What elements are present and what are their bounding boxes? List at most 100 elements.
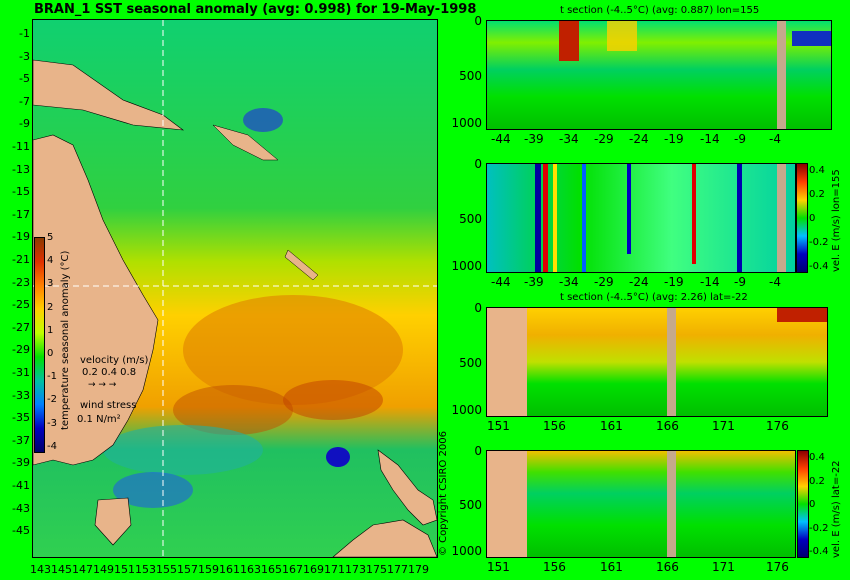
- colorbar-tick: 5: [47, 232, 54, 243]
- section-4-x-tick: 166: [656, 560, 679, 574]
- section-2-x-tick: -9: [734, 275, 746, 289]
- map-x-tick: 173: [345, 563, 366, 576]
- section-1-x-tick: -19: [664, 132, 684, 146]
- section-1-x-tick: -9: [734, 132, 746, 146]
- map-x-tick: 147: [72, 563, 93, 576]
- map-y-tick: -23: [12, 275, 30, 289]
- velocity-colorbar-1-label: vel. E (m/s) lon=155: [831, 169, 842, 272]
- map-x-tick: 175: [366, 563, 387, 576]
- map-x-tick: 151: [114, 563, 135, 576]
- section-3-y-tick: 500: [459, 355, 482, 370]
- section-1-x-tick: -24: [629, 132, 649, 146]
- colorbar-tick: 1: [47, 324, 54, 336]
- map-x-tick: 169: [303, 563, 324, 576]
- section-2-x-tick: -14: [700, 275, 720, 289]
- map-x-tick: 171: [324, 563, 345, 576]
- section-2-colorbar-tick: -0.4: [809, 261, 829, 272]
- map-y-tick: -21: [12, 253, 30, 266]
- section-2-y-tick: 1000: [451, 259, 482, 273]
- section-2-x-tick: -4: [769, 275, 781, 289]
- section-3-x-tick: 151: [487, 419, 510, 433]
- map-y-tick: -41: [12, 479, 30, 492]
- colorbar-tick: -2: [47, 394, 57, 406]
- section-2-x-tick: -24: [629, 275, 649, 289]
- section-2-x-tick: -19: [664, 275, 684, 289]
- map-y-tick: -37: [12, 433, 30, 447]
- section-1-x-tick: -44: [491, 132, 511, 146]
- sst-anomaly-map[interactable]: [32, 19, 438, 558]
- colorbar-tick: 3: [47, 278, 54, 290]
- section-3-title: t section (-4..5°C) (avg: 2.26) lat=-22: [560, 292, 748, 303]
- map-y-tick: -15: [12, 185, 30, 199]
- section-1-y-tick: 1000: [451, 116, 482, 130]
- map-x-tick: 159: [198, 563, 219, 576]
- map-y-tick: -43: [12, 501, 30, 515]
- colorbar-tick: -1: [47, 371, 57, 383]
- section-3-x-tick: 176: [766, 419, 789, 433]
- map-x-tick: 157: [177, 563, 198, 576]
- section-2-x-tick: -29: [594, 275, 614, 289]
- map-y-tick: -1: [19, 27, 30, 40]
- map-y-tick: -9: [19, 117, 30, 131]
- section-4-colorbar-tick: -0.4: [809, 546, 829, 557]
- map-y-tick: -7: [19, 94, 30, 108]
- section-2-colorbar-tick: 0: [809, 213, 816, 224]
- map-y-tick: -29: [12, 343, 30, 357]
- section-4-colorbar-tick: -0.2: [809, 522, 829, 534]
- map-y-tick: -39: [12, 456, 30, 470]
- section-4-y-tick: 0: [474, 444, 482, 458]
- section-2-colorbar-tick: 0.4: [809, 165, 825, 176]
- map-y-tick: -3: [19, 49, 30, 63]
- section-2-plot[interactable]: [486, 163, 796, 273]
- velocity-scale: 0.2 0.4 0.8: [82, 367, 137, 378]
- section-4-x-tick: 156: [543, 560, 566, 574]
- map-y-tick: -5: [19, 72, 30, 86]
- section-2-x-tick: -39: [524, 275, 544, 289]
- map-x-tick: 161: [219, 563, 240, 576]
- section-3-y-tick: 0: [474, 301, 482, 315]
- map-x-tick: 155: [156, 563, 177, 576]
- section-4-x-tick: 171: [712, 560, 735, 574]
- colorbar-tick: -3: [47, 417, 57, 429]
- velocity-colorbar-2: [797, 450, 809, 558]
- map-x-tick: 177: [387, 563, 408, 576]
- colorbar-tick: -4: [47, 440, 57, 452]
- colorbar-tick: 2: [47, 301, 54, 313]
- map-y-tick: -17: [12, 207, 30, 221]
- section-2-x-tick: -44: [491, 275, 511, 289]
- wind-stress-label: wind stress: [80, 400, 137, 411]
- map-title: BRAN_1 SST seasonal anomaly (avg: 0.998)…: [34, 2, 477, 17]
- section-1-y-tick: 0: [474, 14, 482, 28]
- map-x-tick: 167: [282, 563, 303, 576]
- colorbar-tick: 4: [47, 255, 54, 267]
- velocity-arrows-icon: → → →: [88, 380, 117, 390]
- section-1-y-tick: 500: [459, 68, 482, 83]
- map-y-tick: -27: [12, 320, 30, 334]
- section-3-y-tick: 1000: [451, 403, 482, 417]
- velocity-colorbar-2-label: vel. E (m/s) lat=-22: [831, 460, 842, 558]
- map-y-tick: -35: [12, 411, 30, 425]
- section-1-x-tick: -29: [594, 132, 614, 146]
- section-3-plot[interactable]: [486, 307, 828, 417]
- map-x-tick: 143: [30, 563, 51, 576]
- section-1-x-tick: -14: [700, 132, 720, 146]
- map-y-tick: -45: [12, 524, 30, 538]
- section-4-x-tick: 151: [487, 560, 510, 574]
- map-y-tick: -33: [12, 388, 30, 402]
- section-4-plot[interactable]: [486, 450, 796, 558]
- map-x-tick: 153: [135, 563, 156, 576]
- section-3-x-tick: 156: [543, 419, 566, 433]
- section-1-x-tick: -4: [769, 132, 781, 146]
- map-y-tick: -25: [12, 298, 30, 312]
- temperature-colorbar: [34, 237, 45, 453]
- velocity-label: velocity (m/s): [80, 355, 149, 366]
- section-1-x-tick: -34: [559, 132, 579, 146]
- map-x-tick: 149: [93, 563, 114, 576]
- section-4-x-tick: 176: [766, 560, 789, 574]
- map-x-tick: 179: [408, 563, 429, 576]
- section-2-colorbar-tick: -0.2: [809, 237, 829, 248]
- section-1-plot[interactable]: [486, 20, 832, 130]
- section-4-x-tick: 161: [600, 560, 623, 574]
- section-4-colorbar-tick: 0: [809, 499, 816, 510]
- map-x-tick: 163: [240, 563, 261, 576]
